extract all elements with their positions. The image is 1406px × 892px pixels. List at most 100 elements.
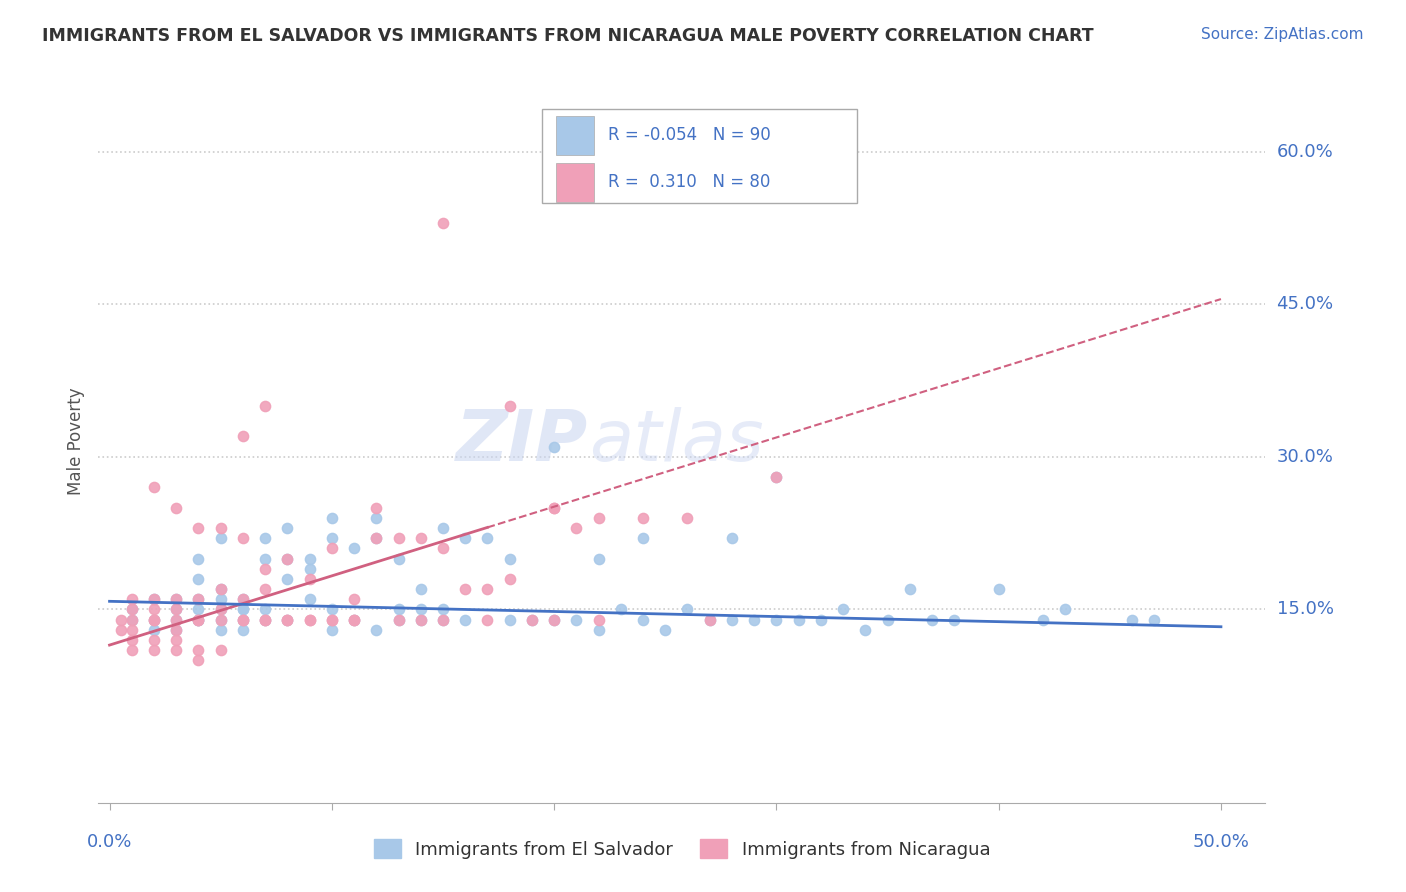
- Point: [853, 623, 876, 637]
- Point: [298, 613, 321, 627]
- Point: [432, 216, 454, 230]
- Text: 45.0%: 45.0%: [1277, 295, 1334, 313]
- FancyBboxPatch shape: [555, 116, 595, 155]
- Point: [110, 623, 132, 637]
- Point: [565, 613, 588, 627]
- Point: [631, 531, 654, 545]
- Point: [209, 613, 232, 627]
- Point: [143, 592, 166, 607]
- Point: [209, 582, 232, 596]
- Text: ZIP: ZIP: [457, 407, 589, 476]
- Point: [588, 551, 610, 566]
- Point: [787, 613, 810, 627]
- Point: [121, 623, 143, 637]
- Point: [987, 582, 1010, 596]
- Point: [143, 623, 166, 637]
- Point: [366, 531, 388, 545]
- Point: [810, 613, 832, 627]
- Point: [387, 551, 409, 566]
- Point: [165, 500, 187, 515]
- Point: [477, 582, 499, 596]
- Point: [187, 602, 209, 616]
- Point: [121, 613, 143, 627]
- Point: [343, 613, 366, 627]
- Point: [232, 429, 254, 443]
- Point: [143, 613, 166, 627]
- Point: [187, 653, 209, 667]
- Point: [121, 592, 143, 607]
- Point: [543, 500, 565, 515]
- Point: [343, 592, 366, 607]
- Point: [298, 562, 321, 576]
- Text: IMMIGRANTS FROM EL SALVADOR VS IMMIGRANTS FROM NICARAGUA MALE POVERTY CORRELATIO: IMMIGRANTS FROM EL SALVADOR VS IMMIGRANT…: [42, 27, 1094, 45]
- Point: [387, 613, 409, 627]
- Text: R =  0.310   N = 80: R = 0.310 N = 80: [609, 173, 770, 192]
- Point: [187, 613, 209, 627]
- Point: [232, 613, 254, 627]
- Point: [209, 582, 232, 596]
- Point: [409, 613, 432, 627]
- Point: [520, 613, 543, 627]
- Point: [298, 572, 321, 586]
- Y-axis label: Male Poverty: Male Poverty: [66, 388, 84, 495]
- Point: [187, 592, 209, 607]
- Point: [454, 531, 477, 545]
- Point: [165, 592, 187, 607]
- Point: [1143, 613, 1166, 627]
- Point: [765, 470, 787, 484]
- Point: [209, 521, 232, 535]
- Point: [432, 541, 454, 556]
- Point: [543, 500, 565, 515]
- Point: [254, 531, 277, 545]
- Point: [898, 582, 921, 596]
- Point: [366, 511, 388, 525]
- Point: [165, 643, 187, 657]
- Point: [165, 632, 187, 647]
- Point: [409, 613, 432, 627]
- Point: [1121, 613, 1143, 627]
- Text: Source: ZipAtlas.com: Source: ZipAtlas.com: [1201, 27, 1364, 42]
- Point: [276, 551, 298, 566]
- Point: [520, 613, 543, 627]
- Point: [454, 582, 477, 596]
- Point: [276, 613, 298, 627]
- FancyBboxPatch shape: [541, 109, 858, 203]
- Point: [321, 531, 343, 545]
- Point: [409, 531, 432, 545]
- Point: [721, 531, 744, 545]
- Point: [254, 399, 277, 413]
- Point: [121, 602, 143, 616]
- Point: [432, 521, 454, 535]
- Point: [676, 511, 699, 525]
- Text: R = -0.054   N = 90: R = -0.054 N = 90: [609, 127, 770, 145]
- Point: [254, 582, 277, 596]
- Point: [165, 592, 187, 607]
- Point: [432, 613, 454, 627]
- Point: [209, 531, 232, 545]
- Point: [1032, 613, 1054, 627]
- Point: [498, 399, 520, 413]
- Point: [232, 623, 254, 637]
- Point: [742, 613, 765, 627]
- Point: [343, 613, 366, 627]
- Point: [121, 643, 143, 657]
- Point: [498, 551, 520, 566]
- Point: [498, 572, 520, 586]
- Point: [209, 623, 232, 637]
- Point: [232, 602, 254, 616]
- Point: [121, 602, 143, 616]
- Point: [298, 592, 321, 607]
- Point: [143, 613, 166, 627]
- Point: [498, 613, 520, 627]
- Point: [232, 531, 254, 545]
- Point: [543, 613, 565, 627]
- Text: 50.0%: 50.0%: [1192, 833, 1250, 851]
- Point: [477, 531, 499, 545]
- Point: [676, 602, 699, 616]
- Point: [209, 602, 232, 616]
- Point: [187, 613, 209, 627]
- Point: [121, 632, 143, 647]
- Point: [565, 521, 588, 535]
- Point: [276, 521, 298, 535]
- Point: [165, 602, 187, 616]
